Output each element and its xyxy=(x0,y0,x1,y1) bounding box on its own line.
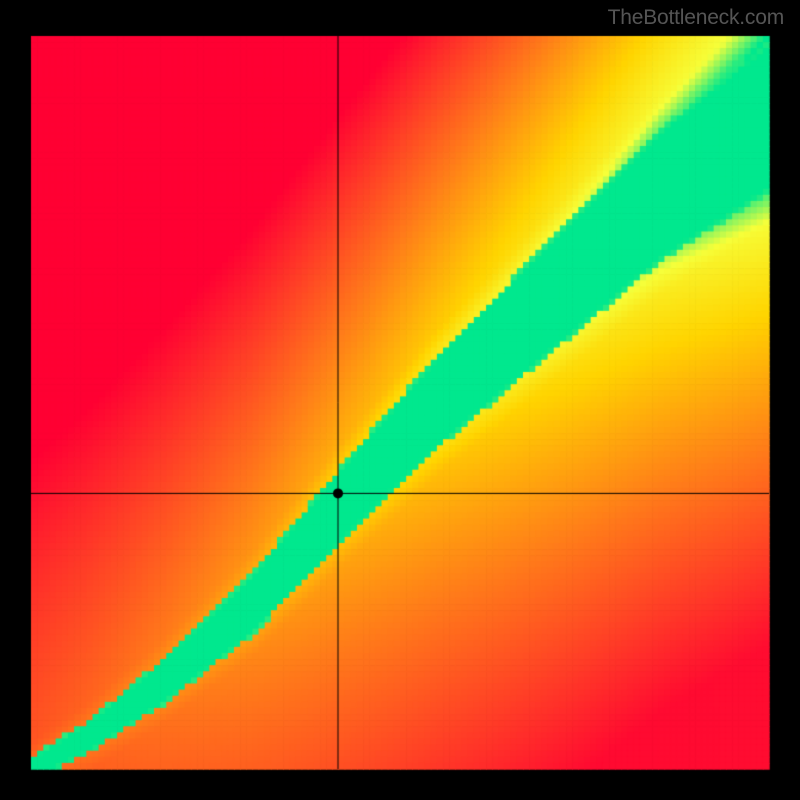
bottleneck-heatmap xyxy=(0,0,800,800)
watermark-text: TheBottleneck.com xyxy=(608,6,784,30)
chart-container: TheBottleneck.com xyxy=(0,0,800,800)
